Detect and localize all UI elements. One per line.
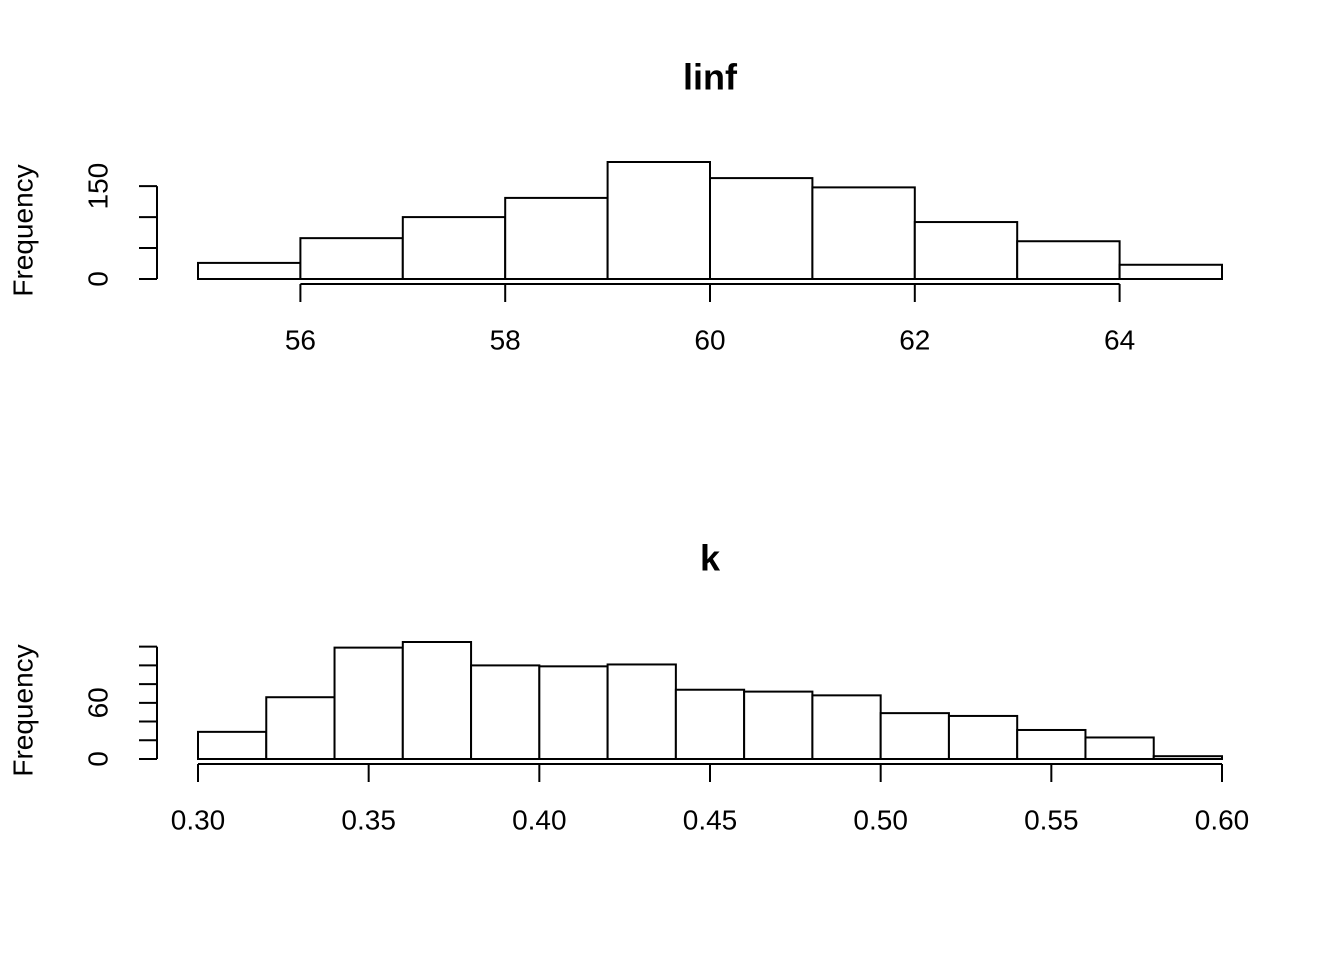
x-tick-label: 0.40 [512,804,567,835]
x-tick-label: 0.60 [1195,804,1250,835]
bar [470,664,541,761]
chart-title: linf [683,57,738,98]
bar [401,216,507,281]
bar [674,688,746,761]
x-tick-label: 0.35 [341,804,396,835]
y-tick-label: 60 [82,687,113,718]
y-tick-label: 0 [82,271,113,287]
bar [265,696,336,760]
x-tick-label: 0.55 [1024,804,1079,835]
x-tick-label: 62 [899,324,930,355]
x-tick-label: 0.50 [853,804,908,835]
bar [1118,263,1223,280]
bar [504,196,609,280]
bar [197,261,302,280]
bar [333,646,404,761]
bar [913,221,1019,281]
bar [1084,736,1155,760]
bar [879,712,950,760]
y-axis-label: Frequency [7,644,38,776]
bar [811,694,882,760]
bar [606,161,711,280]
x-tick-label: 58 [490,324,521,355]
x-tick-label: 56 [285,324,316,355]
bar [299,237,404,280]
bar [538,665,609,760]
bar [606,663,677,760]
y-axis-label: Frequency [7,164,38,296]
y-tick-label: 150 [82,163,113,210]
y-tick-label: 0 [82,751,113,767]
bar [1016,728,1087,761]
bar [197,730,268,761]
x-tick-label: 0.30 [171,804,226,835]
bar [1152,755,1223,761]
bar [743,690,814,760]
chart-title: k [700,538,721,579]
x-tick-label: 60 [694,324,725,355]
bar [811,186,916,280]
x-tick-label: 0.45 [683,804,738,835]
bar [709,177,814,281]
x-tick-label: 64 [1104,324,1135,355]
bar [401,641,473,760]
bar [1016,240,1121,281]
bar [947,714,1019,760]
